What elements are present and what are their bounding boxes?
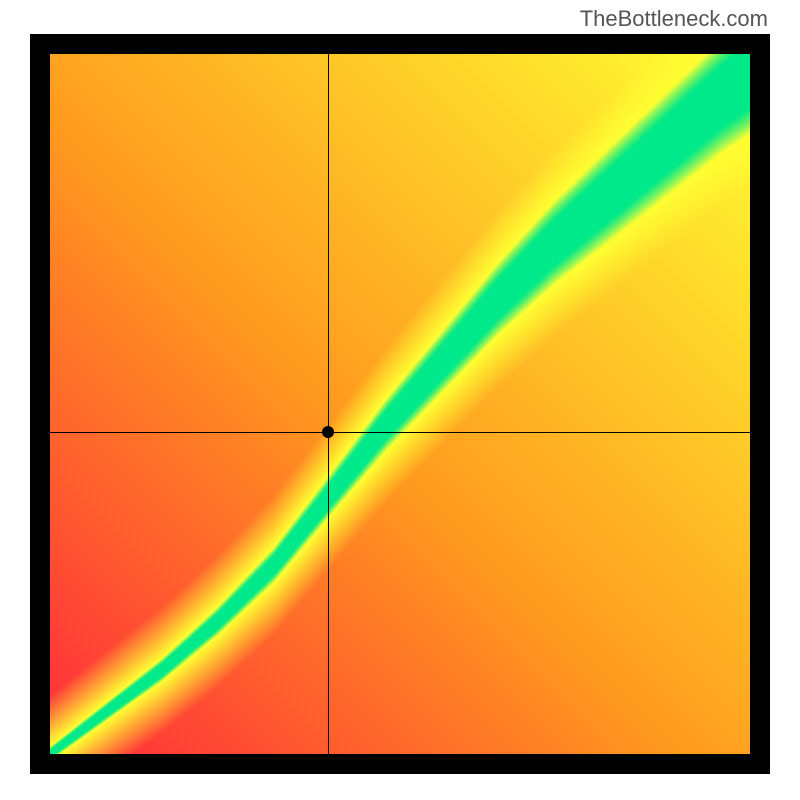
crosshair-horizontal bbox=[50, 432, 750, 433]
plot-area bbox=[50, 54, 750, 754]
chart-container: TheBottleneck.com bbox=[0, 0, 800, 800]
chart-border bbox=[30, 34, 770, 774]
heatmap-canvas bbox=[50, 54, 750, 754]
watermark-label: TheBottleneck.com bbox=[580, 6, 768, 32]
crosshair-vertical bbox=[328, 54, 329, 754]
data-point bbox=[322, 426, 334, 438]
